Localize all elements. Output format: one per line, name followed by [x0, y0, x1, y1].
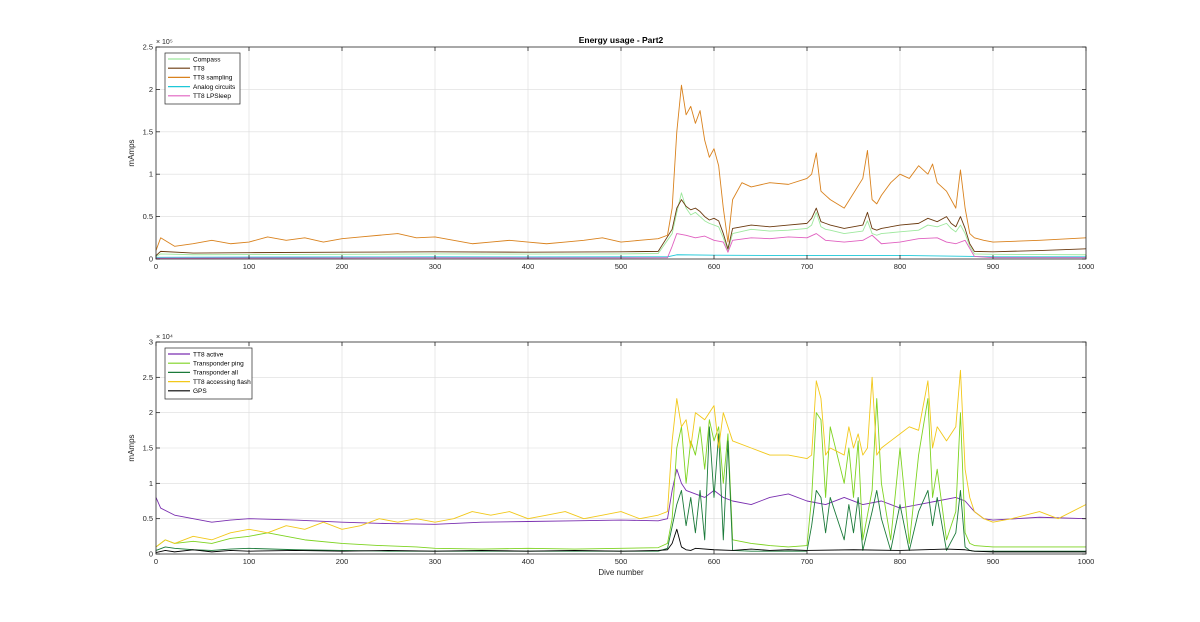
- y-tick-label: 1.5: [143, 127, 153, 136]
- series-line-tt8-sampling: [155, 84, 1087, 251]
- series-line-tt8: [155, 199, 1087, 256]
- x-tick-label: 600: [708, 262, 721, 271]
- y-tick-label: 2.5: [143, 373, 153, 382]
- legend-entry-label: Transponder ping: [193, 361, 244, 368]
- y-tick-label: 2.5: [143, 43, 153, 52]
- x-tick-label: 0: [154, 557, 158, 566]
- y-tick-label: 2: [149, 85, 153, 94]
- legend-entry-label: TT8: [193, 66, 205, 73]
- legend-entry-label: Analog circuits: [193, 84, 236, 91]
- x-tick-label: 700: [801, 557, 814, 566]
- y-tick-label: 1: [149, 479, 153, 488]
- x-tick-label: 600: [708, 557, 721, 566]
- legend-entry-label: TT8 LPSleep: [193, 93, 231, 100]
- series-line-tt8-active: [155, 468, 1087, 525]
- series-line-compass: [155, 192, 1087, 257]
- y-tick-label: 3: [149, 338, 153, 347]
- x-tick-label: 300: [429, 557, 442, 566]
- chart-panel-1: 0 100 200 300 400 500 600 700 800 900 1000 0 0.5 1 1.5…: [127, 35, 1094, 271]
- x-tick-label: 500: [615, 557, 628, 566]
- y-tick-label: 0: [149, 550, 153, 559]
- legend-entry-label: GPS: [193, 388, 207, 395]
- x-tick-label: 100: [243, 262, 256, 271]
- x-tick-label: 0: [154, 262, 158, 271]
- x-tick-label: 1000: [1078, 262, 1095, 271]
- legend: Compass TT8 TT8 sampling Analog circuits TT8…: [164, 52, 241, 105]
- x-tick-label: 200: [336, 262, 349, 271]
- legend: TT8 active Transponder ping Transponder al…: [164, 347, 253, 400]
- chart-panel-2: 0 100 200 300 400 500 600 700 800 900 1000 0 0.5 1 1.5…: [127, 334, 1094, 577]
- x-tick-label: 300: [429, 262, 442, 271]
- y-tick-label: 0: [149, 255, 153, 264]
- y-tick-label: 1.5: [143, 444, 153, 453]
- y-axis-label: mAmps: [127, 434, 136, 461]
- y-tick-label: 2: [149, 408, 153, 417]
- x-axis-label: Dive number: [598, 568, 644, 577]
- y-tick-label: 1: [149, 170, 153, 179]
- series-line-tt8-lpsleep: [155, 233, 1086, 259]
- x-tick-label: 800: [894, 557, 907, 566]
- legend-entry-label: Compass: [193, 56, 221, 63]
- legend-entry-label: TT8 sampling: [193, 75, 233, 82]
- chart-title: Energy usage - Part2: [579, 35, 664, 45]
- y-axis-label: mAmps: [127, 139, 136, 166]
- x-tick-label: 400: [522, 557, 535, 566]
- x-tick-label: 400: [522, 262, 535, 271]
- series-line-analog-circuits: [155, 254, 1086, 258]
- y-tick-label: 0.5: [143, 514, 153, 523]
- y-exponent-label: × 10⁵: [156, 39, 173, 46]
- y-exponent-label: × 10⁴: [156, 334, 173, 341]
- series-line-tt8-accessing-flash: [155, 369, 1087, 548]
- x-tick-label: 200: [336, 557, 349, 566]
- x-tick-label: 1000: [1078, 557, 1095, 566]
- x-tick-label: 100: [243, 557, 256, 566]
- legend-entry-label: TT8 accessing flash: [193, 379, 251, 386]
- x-tick-label: 900: [987, 557, 1000, 566]
- legend-entry-label: TT8 active: [193, 351, 224, 358]
- x-tick-label: 500: [615, 262, 628, 271]
- x-tick-label: 900: [987, 262, 1000, 271]
- y-tick-label: 0.5: [143, 212, 153, 221]
- x-tick-label: 800: [894, 262, 907, 271]
- series-line-gps: [155, 528, 1086, 554]
- legend-entry-label: Transponder all: [193, 370, 238, 377]
- x-tick-label: 700: [801, 262, 814, 271]
